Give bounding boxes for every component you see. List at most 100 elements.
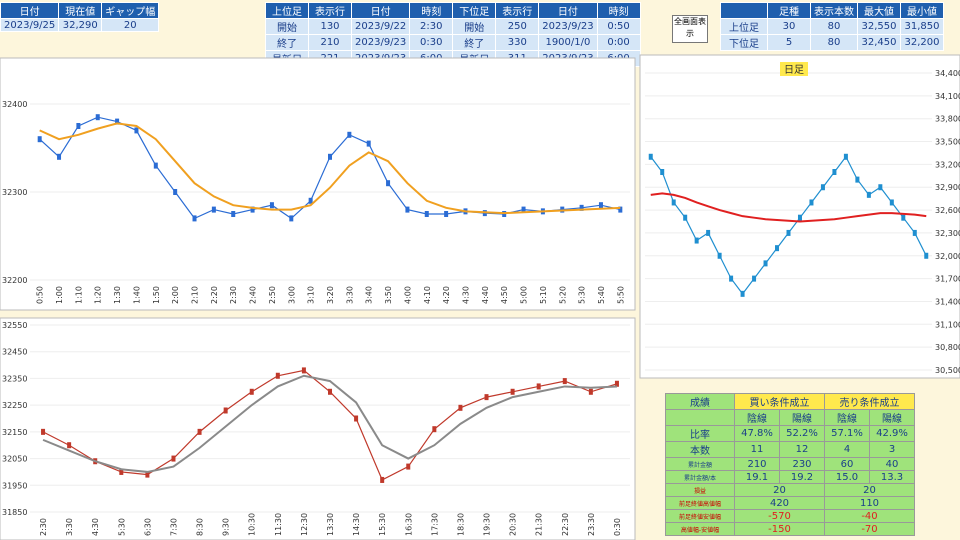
close-mark (671, 199, 676, 206)
close-mark (924, 252, 929, 259)
x-tick-label: 4:10 (423, 286, 432, 304)
x-tick-label: 16:30 (404, 513, 413, 536)
x-tick-label: 2:30 (39, 518, 48, 536)
x-tick-label: 5:10 (539, 286, 548, 304)
cell: 32,450 (857, 34, 901, 51)
close-mark (173, 189, 178, 195)
close-mark (301, 367, 306, 374)
cell: 現在値 (58, 2, 103, 19)
x-tick-label: 4:40 (481, 286, 490, 304)
cell: 20 (101, 18, 160, 32)
x-tick-label: 17:30 (430, 513, 439, 536)
y-tick-label: 34,100 (935, 92, 960, 101)
cell: 前足終値安値幅 (665, 509, 735, 523)
close-mark (521, 206, 526, 213)
cell: 60 (824, 457, 870, 471)
x-tick-label: 1:10 (74, 286, 83, 304)
close-mark (328, 153, 332, 160)
y-tick-label: 33,500 (935, 138, 960, 147)
y-tick-label: 31,400 (935, 297, 960, 306)
y-tick-label: 32,900 (935, 183, 960, 192)
x-tick-label: 21:30 (535, 513, 544, 536)
y-tick-label: 33,200 (935, 160, 960, 169)
x-tick-label: 1:20 (94, 286, 103, 304)
cell: 0:30 (409, 34, 454, 51)
close-mark (855, 176, 860, 183)
close-mark (729, 275, 734, 282)
close-mark (717, 252, 722, 259)
close-mark (41, 428, 46, 435)
close-mark (752, 275, 757, 282)
close-mark (354, 415, 359, 422)
close-mark (579, 204, 584, 211)
chart-title: 日足 (784, 64, 804, 76)
cell: 損益 (665, 483, 735, 497)
x-tick-label: 3:30 (65, 518, 74, 536)
close-mark (786, 229, 791, 236)
close-mark (618, 206, 623, 213)
close-mark (171, 455, 176, 462)
cell: 11 (734, 441, 780, 458)
cell: 130 (308, 18, 352, 35)
x-tick-label: 9:30 (222, 518, 231, 536)
y-tick-label: 32150 (2, 428, 27, 437)
cell: 買い条件成立 (734, 393, 825, 410)
cell: 累計金額 (665, 457, 735, 471)
y-tick-label: 32350 (2, 374, 27, 383)
cell: 2023/9/25 (0, 18, 60, 32)
close-mark (366, 140, 371, 147)
x-tick-label: 19:30 (483, 513, 492, 536)
x-tick-label: 1:30 (113, 286, 122, 304)
x-tick-label: 3:40 (365, 286, 374, 304)
cell: 高値幅-安値幅 (665, 522, 735, 536)
x-tick-label: 1:00 (55, 286, 64, 304)
close-mark (889, 199, 894, 206)
close-mark (809, 199, 814, 206)
cell: 12 (779, 441, 825, 458)
close-mark (67, 442, 72, 449)
x-tick-label: 4:00 (403, 286, 412, 304)
close-mark (797, 214, 802, 221)
fullscreen-button[interactable]: 全画面表示 (672, 15, 708, 43)
close-mark (211, 206, 216, 213)
x-tick-label: 2:20 (210, 286, 219, 304)
x-tick-label: 3:20 (326, 286, 335, 304)
stats-table: 成績 買い条件成立 売り条件成立 陰線 陽線 陰線 陽線 比率 47.8% 52.2% 57.1% 4… (665, 393, 915, 536)
x-tick-label: 15:30 (378, 513, 387, 536)
cell: 表示行 (308, 2, 352, 19)
current-table: 日付 現在値 ギャップ幅 2023/9/25 32,290 20 (0, 2, 160, 32)
close-mark (145, 471, 150, 478)
close-mark (289, 215, 294, 222)
x-tick-label: 10:30 (248, 513, 257, 536)
x-tick-label: 4:50 (500, 286, 509, 304)
cell: 2023/9/22 (350, 18, 411, 35)
x-tick-label: 5:20 (558, 286, 567, 304)
close-mark (694, 237, 699, 244)
cell: 本数 (665, 441, 735, 458)
x-tick-label: 0:30 (613, 518, 622, 536)
cell: 陽線 (779, 409, 825, 426)
close-mark (866, 191, 871, 198)
cell: 4 (824, 441, 870, 458)
close-mark (843, 153, 848, 160)
close-mark (562, 378, 567, 385)
cell: 陰線 (734, 409, 780, 426)
y-tick-label: 30,800 (935, 343, 960, 352)
close-mark (197, 428, 202, 435)
cell: 15.0 (824, 470, 870, 484)
close-mark (660, 169, 665, 175)
x-tick-label: 7:30 (169, 518, 178, 536)
close-mark (223, 407, 228, 414)
close-mark (269, 202, 274, 209)
close-mark (275, 372, 280, 379)
close-mark (134, 127, 139, 134)
cell: 110 (824, 496, 915, 510)
close-mark (740, 290, 745, 297)
x-tick-label: 20:30 (509, 513, 518, 536)
cell: 420 (734, 496, 825, 510)
cell: 32,200 (900, 34, 944, 51)
cell: 20 (824, 483, 915, 497)
y-tick-label: 32,300 (935, 229, 960, 238)
cell: -40 (824, 509, 915, 523)
cell: 最小値 (900, 2, 944, 19)
